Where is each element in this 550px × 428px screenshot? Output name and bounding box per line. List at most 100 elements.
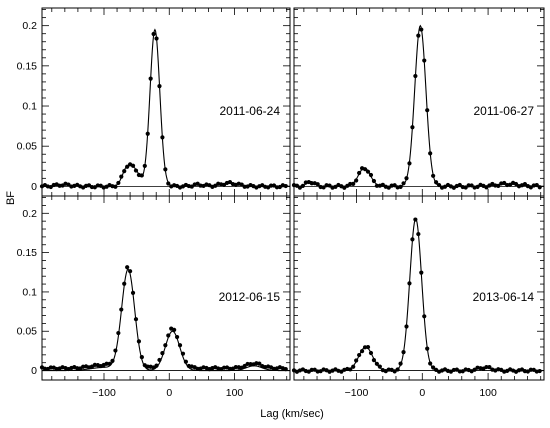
data-point [380,182,385,187]
y-tick-label: 0.1 [22,101,37,113]
data-point [401,350,406,355]
data-point [428,151,433,156]
data-point [368,350,374,356]
x-tick-label: 100 [226,387,244,399]
data-point [48,365,53,370]
data-point [130,163,136,168]
data-point [410,125,415,130]
y-tick-label: 0.05 [17,141,38,153]
data-point [475,184,480,189]
data-point [413,73,418,79]
data-point [119,307,124,312]
data-point [139,173,144,178]
data-point [107,361,112,366]
data-point [386,185,391,190]
x-axis-label: Lag (km/sec) [260,408,324,420]
data-point [419,270,424,275]
data-point [136,339,142,344]
panel-label: 2011-06-27 [474,104,535,118]
data-point [163,167,168,172]
data-point [463,185,468,190]
data-point [431,365,436,370]
data-point [431,173,436,178]
data-point [309,181,314,186]
data-point [177,343,183,348]
data-point [125,265,130,270]
data-point [371,358,377,363]
data-point [422,58,427,63]
data-point [183,359,189,364]
data-point [351,364,356,369]
data-point [174,334,180,340]
data-point [534,182,539,188]
data-point [125,164,130,169]
data-point [425,108,430,113]
data-point [315,182,320,187]
data-point [377,364,382,369]
data-point [321,185,326,190]
data-point [145,131,150,136]
data-point [422,314,427,319]
data-point [342,185,347,190]
data-point [365,344,371,350]
data-point [300,183,305,188]
y-tick-label: 0.2 [22,208,37,220]
data-point [119,174,124,179]
y-tick-label: 0 [31,181,37,193]
data-point [66,182,71,187]
y-tick-label: 0.2 [22,20,37,32]
data-point [157,357,162,363]
data-point [160,135,165,140]
data-point [283,183,288,189]
data-point [163,343,168,348]
y-tick-label: 0.15 [17,247,38,259]
data-point [122,169,127,174]
data-point [419,27,424,32]
data-point [416,33,421,38]
data-point [104,361,109,366]
panel-2011-06-24: 0 0.05 0.1 0.15 0.2 2011-06-24 [17,7,291,197]
data-point [434,180,439,185]
y-tick-label: 0.15 [17,60,38,72]
data-point [357,170,362,176]
data-point [154,363,159,368]
data-point [354,178,359,183]
panel-frame [293,195,545,381]
data-point [348,367,353,372]
data-point [395,367,400,372]
data-point [157,83,162,89]
data-point [268,183,274,188]
data-point [472,367,477,372]
data-point [160,351,165,356]
panel-label: 2012-06-15 [219,290,281,304]
data-point [166,333,171,338]
y-tick-label: 0 [31,365,37,377]
data-point [142,163,147,169]
x-tick-label: −100 [92,387,116,399]
data-point [401,181,406,186]
panel-frame [41,195,291,381]
data-point [392,183,397,188]
data-point [469,183,474,188]
data-point [484,364,489,370]
x-tick-label: 100 [479,387,497,399]
data-point [309,367,314,372]
data-point [407,281,412,286]
panel-label: 2013-06-14 [473,290,535,304]
data-point [242,363,247,369]
data-point [436,182,442,188]
data-point [537,368,542,374]
data-point [139,355,144,360]
x-tick-label: 0 [419,387,425,399]
data-point [172,327,177,332]
data-point [365,169,371,174]
data-point [116,180,121,186]
data-point [362,167,368,172]
data-point [283,367,288,372]
data-point [189,184,194,189]
data-point [354,358,359,363]
data-point [351,181,356,186]
data-point [522,181,528,187]
data-point [133,168,139,173]
